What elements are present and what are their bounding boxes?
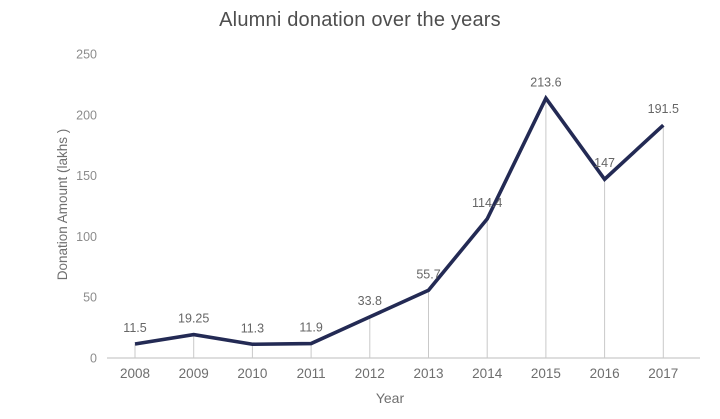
data-label: 213.6	[530, 75, 561, 89]
x-tick-label: 2013	[413, 366, 443, 381]
x-tick-label: 2009	[179, 366, 209, 381]
x-tick-label: 2016	[590, 366, 620, 381]
x-tick-label: 2017	[648, 366, 678, 381]
x-tick-label: 2012	[355, 366, 385, 381]
y-tick-label: 100	[76, 230, 97, 244]
data-label: 11.5	[123, 321, 146, 335]
y-tick-label: 0	[90, 352, 97, 366]
data-label: 11.9	[299, 321, 322, 335]
data-label: 11.3	[241, 321, 264, 335]
y-tick-label: 200	[76, 108, 97, 122]
chart-title: Alumni donation over the years	[219, 9, 501, 31]
data-label: 33.8	[358, 294, 382, 308]
x-axis-title: Year	[375, 390, 405, 406]
x-tick-label: 2015	[531, 366, 561, 381]
data-label: 114.4	[472, 196, 502, 210]
series-line	[134, 94, 665, 347]
y-tick-label: 50	[83, 291, 97, 305]
data-label: 19.25	[178, 312, 209, 326]
x-tick-label: 2014	[472, 366, 503, 381]
y-tick-label: 250	[76, 48, 97, 62]
x-tick-label: 2010	[237, 366, 267, 381]
x-tick-label: 2011	[297, 366, 326, 381]
data-label: 191.5	[648, 102, 679, 116]
data-label: 55.7	[416, 267, 440, 281]
x-tick-label: 2008	[120, 366, 150, 381]
data-label: 147	[594, 156, 615, 170]
y-tick-label: 150	[76, 169, 97, 183]
